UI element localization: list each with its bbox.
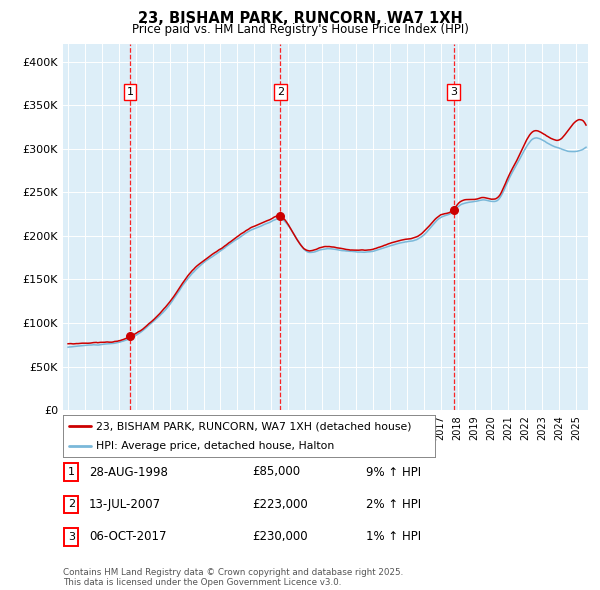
Text: 9% ↑ HPI: 9% ↑ HPI bbox=[366, 466, 421, 478]
Text: 3: 3 bbox=[68, 532, 75, 542]
Text: £223,000: £223,000 bbox=[252, 498, 308, 511]
Bar bbox=[64, 496, 79, 513]
Text: HPI: Average price, detached house, Halton: HPI: Average price, detached house, Halt… bbox=[97, 441, 335, 451]
Text: 06-OCT-2017: 06-OCT-2017 bbox=[89, 530, 166, 543]
Text: 28-AUG-1998: 28-AUG-1998 bbox=[89, 466, 167, 478]
Text: £230,000: £230,000 bbox=[252, 530, 308, 543]
Bar bbox=[64, 528, 79, 546]
Text: 1% ↑ HPI: 1% ↑ HPI bbox=[366, 530, 421, 543]
Text: 2: 2 bbox=[68, 500, 75, 509]
Text: 13-JUL-2007: 13-JUL-2007 bbox=[89, 498, 161, 511]
Text: Contains HM Land Registry data © Crown copyright and database right 2025.
This d: Contains HM Land Registry data © Crown c… bbox=[63, 568, 403, 587]
Bar bbox=[64, 463, 79, 481]
Text: 3: 3 bbox=[450, 87, 457, 97]
Text: 2: 2 bbox=[277, 87, 284, 97]
Text: 2% ↑ HPI: 2% ↑ HPI bbox=[366, 498, 421, 511]
Text: 1: 1 bbox=[127, 87, 133, 97]
Text: Price paid vs. HM Land Registry's House Price Index (HPI): Price paid vs. HM Land Registry's House … bbox=[131, 23, 469, 36]
Text: 1: 1 bbox=[68, 467, 75, 477]
Text: 23, BISHAM PARK, RUNCORN, WA7 1XH (detached house): 23, BISHAM PARK, RUNCORN, WA7 1XH (detac… bbox=[97, 421, 412, 431]
Text: £85,000: £85,000 bbox=[252, 466, 300, 478]
Text: 23, BISHAM PARK, RUNCORN, WA7 1XH: 23, BISHAM PARK, RUNCORN, WA7 1XH bbox=[137, 11, 463, 25]
